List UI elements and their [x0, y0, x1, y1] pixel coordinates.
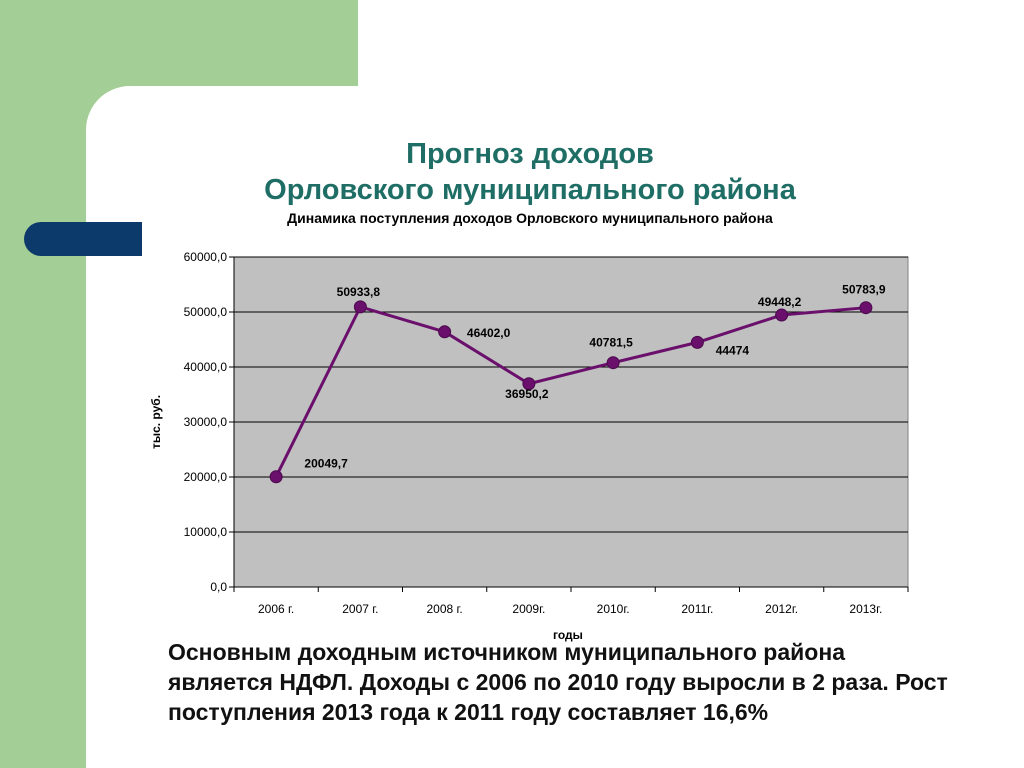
y-tick-label: 0,0 [210, 580, 227, 594]
data-label: 46402,0 [467, 326, 511, 340]
y-axis-label: тыс. руб. [149, 395, 163, 449]
data-point [775, 308, 789, 322]
body-text: Основным доходным источником муниципальн… [168, 639, 948, 725]
data-label: 49448,2 [758, 295, 802, 309]
x-tick-label: 2010г. [597, 602, 630, 616]
decorative-navy-bar [24, 222, 142, 256]
x-axis-label: годы [553, 628, 583, 642]
x-tick-label: 2008 г. [426, 602, 462, 616]
chart-title: Динамика поступления доходов Орловского … [287, 210, 773, 226]
data-point [269, 470, 283, 484]
slide-title: Прогноз доходов Орловского муниципальног… [150, 136, 910, 208]
x-tick-label: 2009г. [512, 602, 545, 616]
y-tick-label: 10000,0 [184, 525, 228, 539]
data-point [438, 325, 452, 339]
data-label: 50933,8 [337, 285, 381, 299]
y-axis-ticks: 0,0 10000,0 20000,0 30000,0 40000,0 50000,0 60… [184, 250, 235, 594]
x-tick-label: 2006 г. [258, 602, 294, 616]
data-label: 40781,5 [589, 336, 633, 350]
data-point [606, 356, 620, 370]
x-axis-ticks: 2006 г. 2007 г. 2008 г. 2009г. 2010г. 2011г. 2… [233, 586, 909, 616]
data-label: 20049,7 [304, 457, 348, 471]
data-point [859, 301, 873, 315]
series-line [274, 305, 867, 478]
data-label: 44474 [716, 343, 750, 357]
slide-title-line-1: Прогноз доходов [406, 138, 654, 170]
data-point [353, 300, 367, 314]
y-tick-label: 20000,0 [184, 470, 228, 484]
data-point [690, 335, 704, 349]
data-labels: 20049,7 50933,8 46402,0 36950,2 40781,5 44474… [304, 283, 885, 471]
data-point [522, 377, 536, 391]
slide-title-line-2: Орловского муниципального района [264, 174, 796, 206]
data-points [269, 300, 873, 484]
y-tick-label: 60000,0 [184, 250, 228, 264]
y-tick-label: 40000,0 [184, 360, 228, 374]
x-tick-label: 2012г. [765, 602, 798, 616]
data-label: 36950,2 [505, 387, 549, 401]
x-tick-label: 2013г. [849, 602, 882, 616]
x-tick-label: 2011г. [681, 602, 713, 616]
x-tick-label: 2007 г. [342, 602, 378, 616]
data-label: 50783,9 [842, 283, 886, 297]
y-tick-label: 30000,0 [184, 415, 228, 429]
y-tick-label: 50000,0 [184, 305, 228, 319]
